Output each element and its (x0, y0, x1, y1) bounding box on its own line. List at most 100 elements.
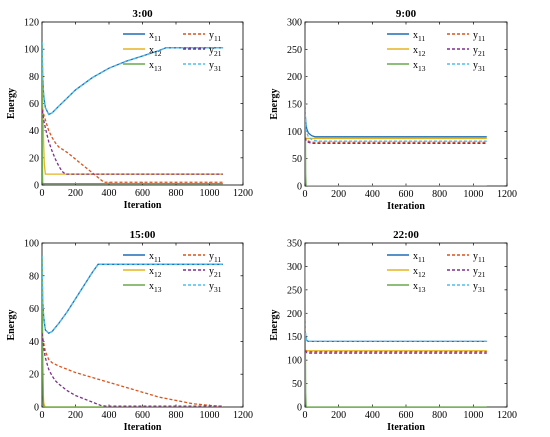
legend-label-sub: 13 (154, 285, 162, 294)
legend-label-sub: 11 (154, 255, 161, 264)
legend-entry-x13: x13 (413, 60, 426, 73)
legend-label-sub: 13 (418, 64, 426, 73)
x-tick-label: 200 (331, 189, 346, 200)
x-tick-label: 800 (432, 189, 447, 200)
legend-label-sub: 31 (478, 64, 486, 73)
legend-label-base: y (473, 30, 478, 41)
legend-label-base: x (149, 60, 154, 71)
y-axis-label: Energy (269, 88, 280, 119)
x-tick-label: 1000 (200, 410, 220, 421)
y-tick-label: 20 (29, 153, 39, 164)
x-tick-label: 1200 (233, 410, 253, 421)
x-tick-label: 0 (40, 188, 45, 199)
legend-label-base: x (413, 266, 418, 277)
y-tick-label: 250 (287, 45, 302, 56)
legend-entry-x11: x11 (413, 30, 425, 43)
legend-entry-x11: x11 (149, 30, 161, 43)
legend-label-sub: 31 (478, 285, 486, 294)
legend-label-sub: 12 (154, 270, 162, 279)
y-tick-label: 200 (287, 309, 302, 320)
y-tick-label: 40 (29, 126, 39, 137)
legend-entry-y31: y31 (473, 60, 486, 73)
legend-entry-x12: x12 (149, 45, 162, 58)
legend-entry-y21: y21 (209, 45, 222, 58)
x-axis-label: Iteration (124, 200, 162, 211)
legend-label-sub: 12 (154, 49, 162, 58)
y-tick-label: 50 (292, 154, 302, 165)
legend-label-base: y (209, 281, 214, 292)
legend-entry-x12: x12 (413, 45, 426, 58)
legend-label-base: y (209, 251, 214, 262)
legend-entry-y21: y21 (209, 266, 222, 279)
series-line-x13 (305, 49, 487, 186)
x-tick-label: 1000 (200, 188, 220, 199)
legend-label-sub: 12 (418, 270, 426, 279)
series-line-y11 (305, 136, 487, 143)
series-line-y11 (305, 349, 487, 353)
legend-label-sub: 12 (418, 49, 426, 58)
series-line-y31 (305, 317, 487, 343)
y-tick-label: 60 (29, 99, 39, 110)
chart-title: 9:00 (396, 8, 417, 20)
chart-panel-3-00: 0 200 400 600 800 1000 1200 0 20 40 60 80 100 120 3:00… (6, 8, 253, 211)
legend-label-sub: 11 (154, 34, 161, 43)
legend-entry-y11: y11 (209, 30, 221, 43)
y-tick-label: 250 (287, 285, 302, 296)
x-axis-label: Iteration (124, 422, 162, 433)
x-axis-label: Iteration (387, 422, 425, 433)
x-tick-label: 800 (169, 410, 184, 421)
y-axis-label: Energy (269, 309, 280, 340)
legend-label-sub: 11 (214, 255, 221, 264)
x-tick-label: 0 (303, 410, 308, 421)
y-tick-label: 100 (287, 356, 302, 367)
legend-entry-x12: x12 (149, 266, 162, 279)
legend-label-sub: 31 (214, 64, 222, 73)
legend-label-base: x (149, 281, 154, 292)
x-tick-label: 200 (331, 410, 346, 421)
series-line-x13 (305, 266, 487, 407)
y-tick-label: 350 (287, 239, 302, 250)
x-tick-label: 600 (399, 410, 414, 421)
legend-entry-x12: x12 (413, 266, 426, 279)
x-tick-label: 800 (169, 188, 184, 199)
y-tick-label: 300 (287, 18, 302, 29)
x-tick-label: 400 (365, 189, 380, 200)
legend-label-base: y (209, 30, 214, 41)
series-line-x13 (42, 42, 223, 185)
chart-title: 3:00 (132, 8, 153, 20)
y-tick-label: 0 (34, 181, 39, 192)
legend-entry-x13: x13 (149, 60, 162, 73)
legend-entry-x11: x11 (149, 251, 161, 264)
legend-entry-y21: y21 (473, 266, 486, 279)
y-tick-label: 20 (29, 370, 39, 381)
y-tick-label: 200 (287, 72, 302, 83)
legend-label-sub: 31 (214, 285, 222, 294)
x-axis-label: Iteration (387, 201, 425, 212)
x-tick-label: 600 (135, 188, 150, 199)
legend-entry-x13: x13 (413, 281, 426, 294)
x-tick-label: 400 (102, 410, 117, 421)
legend-label-sub: 21 (478, 270, 486, 279)
legend-entry-y11: y11 (473, 251, 485, 264)
y-tick-label: 100 (287, 127, 302, 138)
x-tick-label: 1200 (497, 410, 517, 421)
legend-label-sub: 11 (214, 34, 221, 43)
legend-label-base: y (473, 60, 478, 71)
legend-label-sub: 11 (478, 255, 485, 264)
y-tick-label: 120 (24, 18, 39, 29)
y-tick-label: 0 (297, 403, 302, 414)
legend-label-base: x (149, 45, 154, 56)
y-tick-label: 100 (24, 239, 39, 250)
series-line-y11 (42, 333, 223, 407)
x-tick-label: 1200 (497, 189, 517, 200)
y-tick-label: 80 (29, 271, 39, 282)
legend-label-sub: 13 (154, 64, 162, 73)
y-tick-label: 0 (297, 182, 302, 193)
legend-label-base: x (413, 251, 418, 262)
series-line-y11 (42, 108, 223, 183)
legend-label-sub: 21 (478, 49, 486, 58)
x-tick-label: 1000 (463, 189, 483, 200)
legend-label-sub: 21 (214, 49, 222, 58)
legend-label-base: x (149, 30, 154, 41)
y-tick-label: 150 (287, 332, 302, 343)
